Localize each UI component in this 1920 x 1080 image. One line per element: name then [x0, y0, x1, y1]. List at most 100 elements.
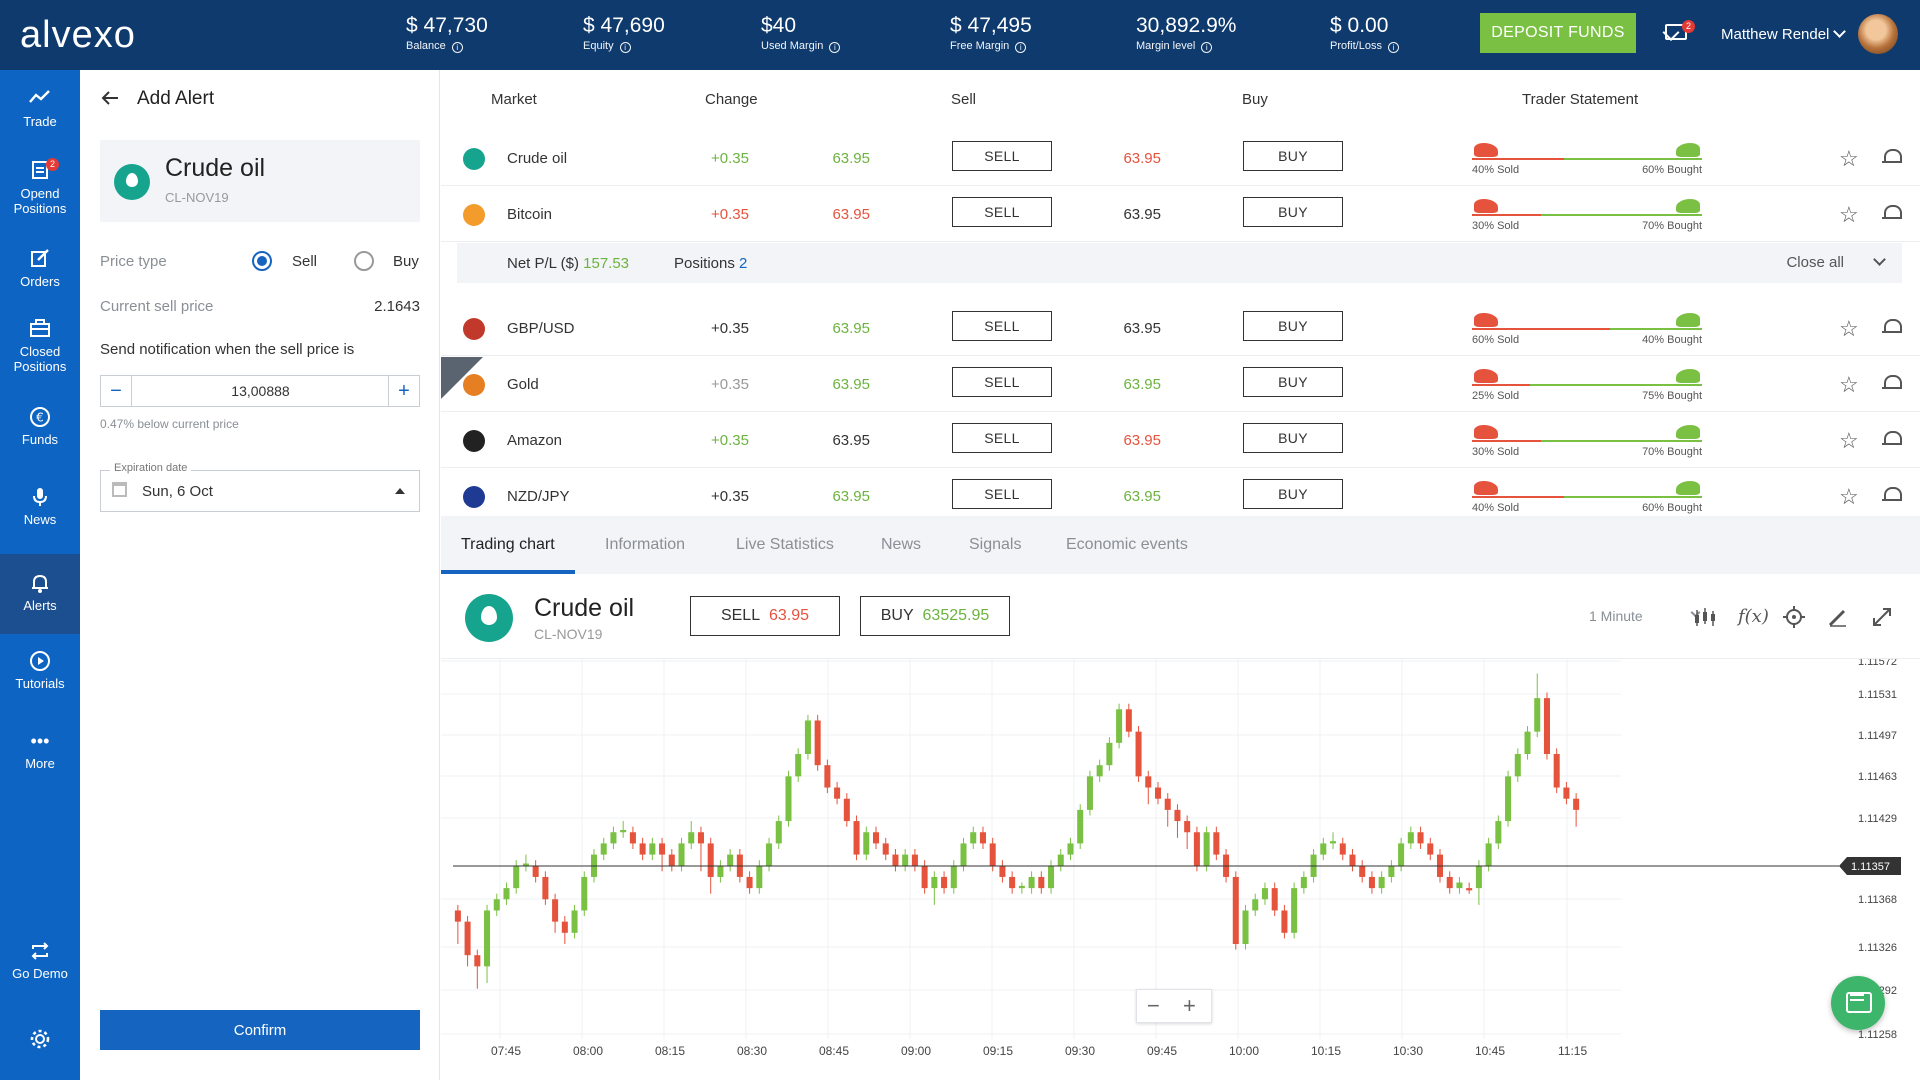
wrench-corner-tag[interactable] [441, 357, 483, 399]
star-icon[interactable]: ☆ [1839, 202, 1859, 227]
chart-sell-button[interactable]: SELL 63.95 [690, 596, 840, 636]
market-row[interactable]: Gold +0.35 63.95 SELL 63.95 BUY 25% Sold 75% Bo… [441, 356, 1920, 412]
deposit-funds-button[interactable]: DEPOSIT FUNDS [1480, 13, 1636, 53]
bell-icon[interactable] [1882, 147, 1902, 165]
bell-icon[interactable] [1882, 373, 1902, 391]
info-icon[interactable]: i [829, 42, 841, 53]
info-icon[interactable]: i [1387, 42, 1399, 53]
bought-percent: 40% Bought [1642, 334, 1702, 346]
sell-button[interactable]: SELL [952, 197, 1052, 227]
buy-button[interactable]: BUY [1243, 479, 1343, 509]
avatar[interactable] [1858, 14, 1898, 54]
sell-radio-label[interactable]: Sell [292, 253, 318, 270]
sell-button[interactable]: SELL [952, 423, 1052, 453]
tab-news[interactable]: News [881, 536, 922, 553]
confirm-button[interactable]: Confirm [100, 1010, 420, 1050]
star-icon[interactable]: ☆ [1839, 484, 1859, 509]
info-icon[interactable]: i [1201, 42, 1213, 53]
back-arrow-icon[interactable] [100, 88, 120, 114]
info-icon[interactable]: i [619, 42, 631, 53]
chevron-down-icon[interactable] [1873, 253, 1886, 266]
crosshair-tool-icon[interactable] [1783, 606, 1805, 634]
chart-buy-button[interactable]: BUY 63525.95 [860, 596, 1010, 636]
sentiment-bar [1472, 496, 1702, 498]
margin-level-value: 30,892.9% [1136, 14, 1237, 37]
notify-price-input[interactable] [133, 376, 388, 406]
tab-signals[interactable]: Signals [969, 536, 1022, 553]
buy-radio[interactable] [354, 251, 374, 271]
nav-item-settings[interactable] [0, 1028, 80, 1054]
bell-icon[interactable] [1882, 485, 1902, 503]
x-tick-label: 09:30 [1065, 1044, 1095, 1058]
star-icon[interactable]: ☆ [1839, 316, 1859, 341]
candle-body [1291, 888, 1298, 933]
nav-item-news[interactable]: News [0, 486, 80, 527]
candle-body [1339, 843, 1346, 855]
chat-icon[interactable] [1831, 976, 1885, 1030]
tab-trading-chart[interactable]: Trading chart [461, 536, 555, 553]
buy-button[interactable]: BUY [1243, 423, 1343, 453]
function-tool-icon[interactable]: f(x) [1738, 606, 1769, 627]
tab-economic-events[interactable]: Economic events [1066, 536, 1188, 553]
info-icon[interactable]: i [451, 42, 463, 53]
below-price-note: 0.47% below current price [100, 417, 239, 431]
user-name[interactable]: Matthew Rendel [1721, 26, 1830, 43]
market-row[interactable]: Crude oil +0.35 63.95 SELL 63.95 BUY 40% Sold 6… [441, 130, 1920, 186]
nav-item-orders[interactable]: Orders [0, 248, 80, 289]
bell-icon[interactable] [1882, 203, 1902, 221]
bear-icon [1474, 425, 1498, 439]
nav-item-closed-positions[interactable]: Closed Positions [0, 318, 80, 374]
bell-icon[interactable] [1882, 429, 1902, 447]
sell-button[interactable]: SELL [952, 367, 1052, 397]
nav-item-alerts[interactable]: Alerts [0, 554, 80, 634]
tab-information[interactable]: Information [605, 536, 686, 553]
alvexo-logo[interactable]: alvexo [20, 14, 136, 56]
sell-button[interactable]: SELL [952, 311, 1052, 341]
pencil-tool-icon[interactable] [1827, 606, 1849, 634]
info-icon[interactable]: i [1015, 42, 1027, 53]
market-change: +0.35 [711, 150, 749, 167]
nav-item-trade[interactable]: Trade [0, 88, 80, 129]
buy-radio-label[interactable]: Buy [393, 253, 419, 270]
increment-button[interactable]: + [388, 376, 419, 406]
buy-button[interactable]: BUY [1243, 197, 1343, 227]
sell-button[interactable]: SELL [952, 479, 1052, 509]
star-icon[interactable]: ☆ [1839, 146, 1859, 171]
candles-tool-icon[interactable] [1693, 606, 1717, 634]
zoom-in-button[interactable]: + [1183, 993, 1196, 1018]
candle-body [941, 876, 948, 889]
nav-item-funds[interactable]: € Funds [0, 406, 80, 447]
candle-body [1048, 865, 1055, 889]
bell-icon[interactable] [1882, 317, 1902, 335]
candle-body [678, 843, 685, 866]
trader-sentiment: 60% Sold 40% Bought [1472, 310, 1702, 346]
nav-item-more[interactable]: ••• More [0, 730, 80, 771]
nav-item-go-demo[interactable]: Go Demo [0, 940, 80, 981]
decrement-button[interactable]: − [101, 376, 132, 406]
market-sell-price: 63.95 [832, 376, 870, 393]
market-row[interactable]: Amazon +0.35 63.95 SELL 63.95 BUY 30% Sold 70% … [441, 412, 1920, 468]
chart-instrument-name: Crude oil [534, 594, 635, 622]
zoom-out-button[interactable]: − [1147, 993, 1160, 1018]
star-icon[interactable]: ☆ [1839, 428, 1859, 453]
expiration-date-select[interactable]: Sun, 6 Oct [100, 470, 420, 512]
free-margin-label: Free Margin [950, 40, 1010, 52]
tab-live-statistics[interactable]: Live Statistics [736, 536, 834, 553]
sell-radio[interactable] [252, 251, 272, 271]
market-row[interactable]: GBP/USD +0.35 63.95 SELL 63.95 BUY 60% Sold 40%… [441, 300, 1920, 356]
candlestick-chart[interactable]: 07:45 08:00 08:15 08:30 08:45 09:00 09:15 09:30… [441, 656, 1920, 1080]
chevron-down-icon[interactable] [1833, 25, 1846, 38]
timeframe-select[interactable]: 1 Minute [1589, 608, 1643, 624]
nav-item-tutorials[interactable]: Tutorials [0, 650, 80, 691]
buy-button[interactable]: BUY [1243, 367, 1343, 397]
trading-chart[interactable]: 07:45 08:00 08:15 08:30 08:45 09:00 09:15 09:30… [441, 656, 1920, 1080]
close-all-button[interactable]: Close all [1786, 254, 1844, 271]
nav-item-opened-positions[interactable]: 2 Opend Positions [0, 158, 80, 216]
star-icon[interactable]: ☆ [1839, 372, 1859, 397]
sell-button[interactable]: SELL [952, 141, 1052, 171]
buy-button[interactable]: BUY [1243, 141, 1343, 171]
candle-body [493, 899, 500, 911]
market-row[interactable]: Bitcoin +0.35 63.95 SELL 63.95 BUY 30% Sold 70%… [441, 186, 1920, 242]
buy-button[interactable]: BUY [1243, 311, 1343, 341]
fullscreen-icon[interactable] [1871, 606, 1893, 634]
